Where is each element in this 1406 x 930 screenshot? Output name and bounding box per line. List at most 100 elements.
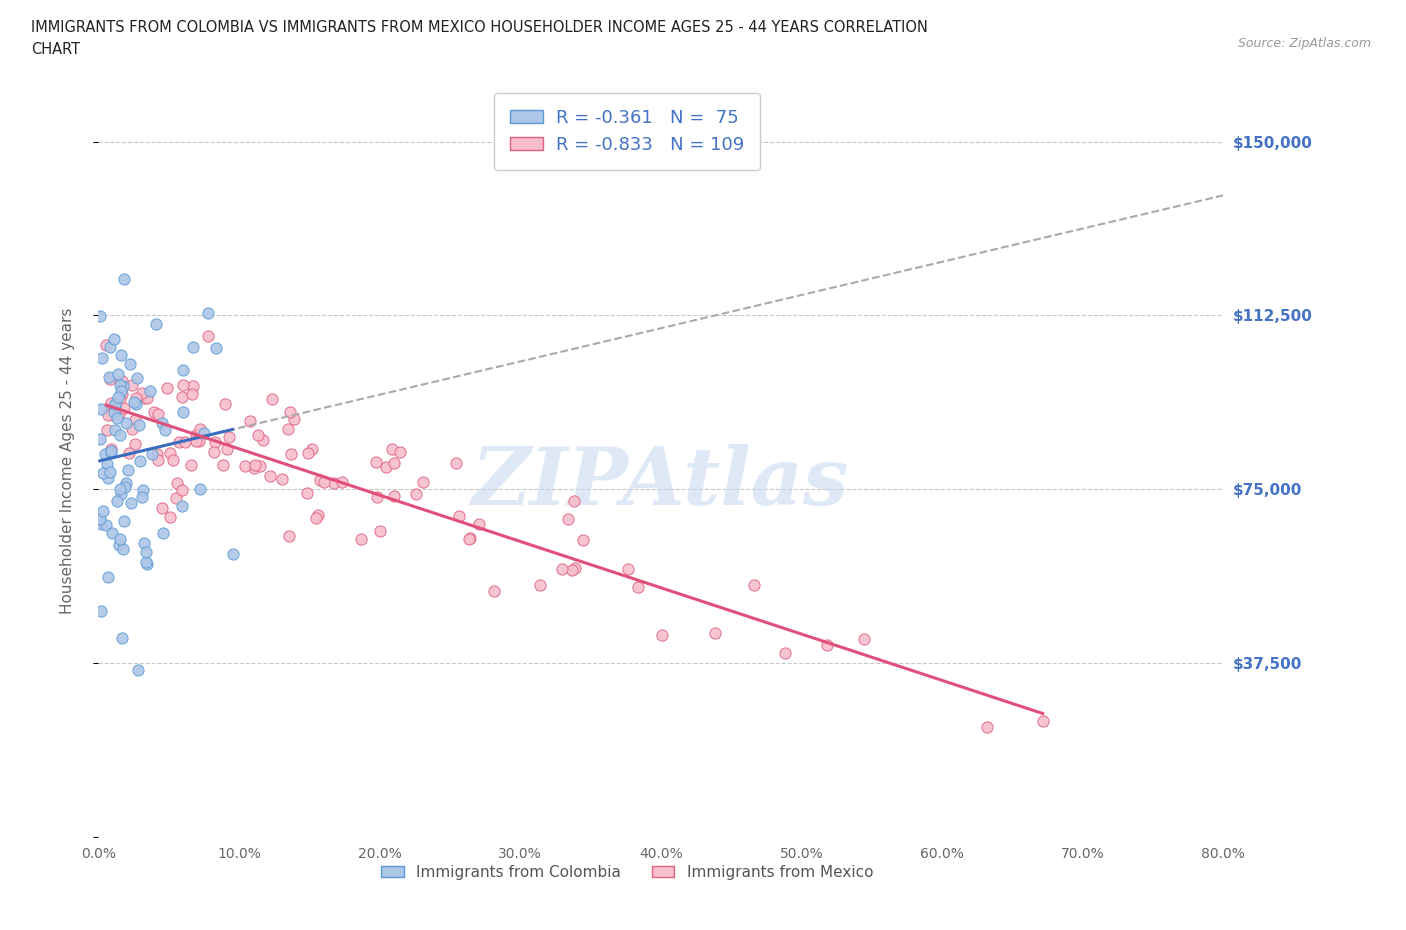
Point bbox=[121, 378, 143, 392]
Point bbox=[107, 406, 129, 421]
Point bbox=[150, 416, 173, 431]
Point bbox=[309, 472, 332, 487]
Point bbox=[98, 369, 121, 384]
Point bbox=[167, 435, 190, 450]
Point bbox=[193, 425, 215, 440]
Point bbox=[159, 445, 181, 460]
Point bbox=[146, 452, 169, 467]
Point bbox=[128, 418, 150, 432]
Point bbox=[94, 446, 117, 461]
Point bbox=[564, 561, 586, 576]
Point bbox=[162, 453, 184, 468]
Point bbox=[110, 383, 132, 398]
Point bbox=[249, 458, 271, 473]
Point bbox=[100, 395, 122, 410]
Point bbox=[111, 631, 134, 645]
Text: CHART: CHART bbox=[31, 42, 80, 57]
Point bbox=[280, 446, 302, 461]
Point bbox=[852, 632, 875, 647]
Point bbox=[204, 434, 226, 449]
Point bbox=[446, 456, 468, 471]
Point bbox=[103, 405, 125, 419]
Point bbox=[375, 459, 398, 474]
Point bbox=[277, 422, 299, 437]
Point bbox=[484, 583, 506, 598]
Point bbox=[90, 351, 112, 365]
Point bbox=[110, 482, 132, 497]
Point bbox=[98, 372, 121, 387]
Point bbox=[561, 563, 583, 578]
Point bbox=[131, 490, 153, 505]
Point bbox=[159, 510, 181, 525]
Point bbox=[93, 504, 115, 519]
Point bbox=[172, 378, 194, 392]
Point bbox=[214, 396, 236, 411]
Point bbox=[301, 442, 323, 457]
Point bbox=[270, 472, 292, 487]
Point bbox=[651, 628, 673, 643]
Point bbox=[117, 462, 139, 477]
Point bbox=[188, 422, 211, 437]
Point bbox=[96, 517, 118, 532]
Point bbox=[447, 509, 470, 524]
Point bbox=[122, 395, 145, 410]
Point bbox=[389, 445, 412, 459]
Point bbox=[564, 494, 586, 509]
Point bbox=[217, 442, 239, 457]
Point bbox=[172, 390, 194, 405]
Point bbox=[405, 487, 427, 502]
Point bbox=[100, 442, 122, 457]
Point bbox=[135, 545, 157, 560]
Point bbox=[283, 412, 305, 427]
Point bbox=[205, 340, 228, 355]
Point bbox=[103, 332, 125, 347]
Point bbox=[96, 423, 118, 438]
Point bbox=[322, 475, 344, 490]
Point bbox=[305, 511, 328, 525]
Point bbox=[94, 337, 117, 352]
Point bbox=[104, 399, 127, 414]
Point bbox=[330, 474, 353, 489]
Point bbox=[278, 405, 301, 419]
Point bbox=[187, 434, 209, 449]
Point bbox=[108, 427, 131, 442]
Point bbox=[121, 421, 143, 436]
Point bbox=[218, 430, 240, 445]
Point bbox=[111, 386, 134, 401]
Point bbox=[773, 645, 796, 660]
Point bbox=[181, 339, 204, 354]
Point bbox=[104, 396, 127, 411]
Point bbox=[111, 379, 134, 393]
Point bbox=[89, 309, 111, 324]
Point bbox=[114, 513, 136, 528]
Point bbox=[110, 486, 132, 501]
Point bbox=[141, 446, 163, 461]
Point bbox=[89, 512, 111, 526]
Point bbox=[412, 475, 434, 490]
Point bbox=[104, 423, 127, 438]
Point bbox=[143, 405, 166, 419]
Point bbox=[118, 445, 141, 460]
Point bbox=[259, 469, 281, 484]
Point bbox=[124, 436, 146, 451]
Point bbox=[551, 562, 574, 577]
Point bbox=[101, 406, 124, 421]
Point bbox=[166, 475, 188, 490]
Point bbox=[132, 483, 155, 498]
Point bbox=[174, 434, 197, 449]
Point bbox=[146, 406, 169, 421]
Point bbox=[170, 498, 193, 513]
Point bbox=[97, 407, 120, 422]
Point bbox=[181, 387, 204, 402]
Point bbox=[307, 508, 329, 523]
Point bbox=[136, 557, 159, 572]
Point bbox=[165, 491, 187, 506]
Text: ZIPAtlas: ZIPAtlas bbox=[472, 445, 849, 522]
Point bbox=[127, 662, 149, 677]
Point bbox=[815, 637, 838, 652]
Point bbox=[111, 374, 134, 389]
Point bbox=[616, 562, 638, 577]
Text: IMMIGRANTS FROM COLOMBIA VS IMMIGRANTS FROM MEXICO HOUSEHOLDER INCOME AGES 25 - : IMMIGRANTS FROM COLOMBIA VS IMMIGRANTS F… bbox=[31, 20, 928, 35]
Point bbox=[382, 456, 405, 471]
Point bbox=[129, 453, 152, 468]
